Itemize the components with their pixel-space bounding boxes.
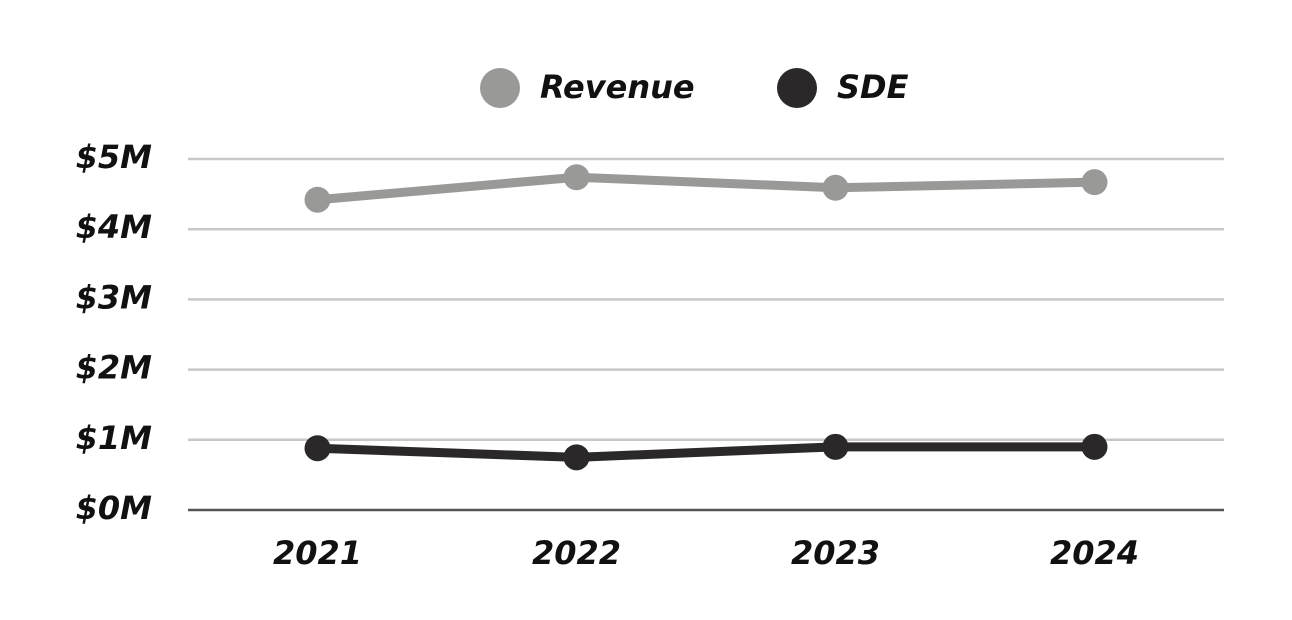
y-tick-label: $3M — [76, 278, 153, 316]
y-tick-label: $2M — [76, 349, 153, 387]
x-tick-label: 2022 — [532, 534, 621, 572]
y-tick-label: $1M — [76, 419, 153, 457]
data-point — [563, 444, 590, 471]
legend-marker — [480, 68, 520, 108]
data-point — [822, 174, 849, 201]
series-line — [317, 172, 1095, 205]
data-point — [822, 433, 849, 460]
data-point — [563, 164, 590, 191]
legend-marker — [777, 68, 817, 108]
x-tick-label: 2023 — [791, 534, 880, 572]
data-point — [1081, 433, 1108, 460]
data-point — [304, 435, 331, 462]
series-line — [317, 442, 1095, 462]
legend-label: SDE — [837, 68, 909, 106]
x-tick-label: 2021 — [273, 534, 362, 572]
legend-label: Revenue — [540, 68, 695, 106]
y-tick-label: $4M — [76, 208, 153, 246]
data-point — [1081, 169, 1108, 196]
y-tick-label: $5M — [76, 138, 153, 176]
x-tick-label: 2024 — [1050, 534, 1139, 572]
data-point — [304, 186, 331, 213]
y-tick-label: $0M — [76, 489, 153, 527]
